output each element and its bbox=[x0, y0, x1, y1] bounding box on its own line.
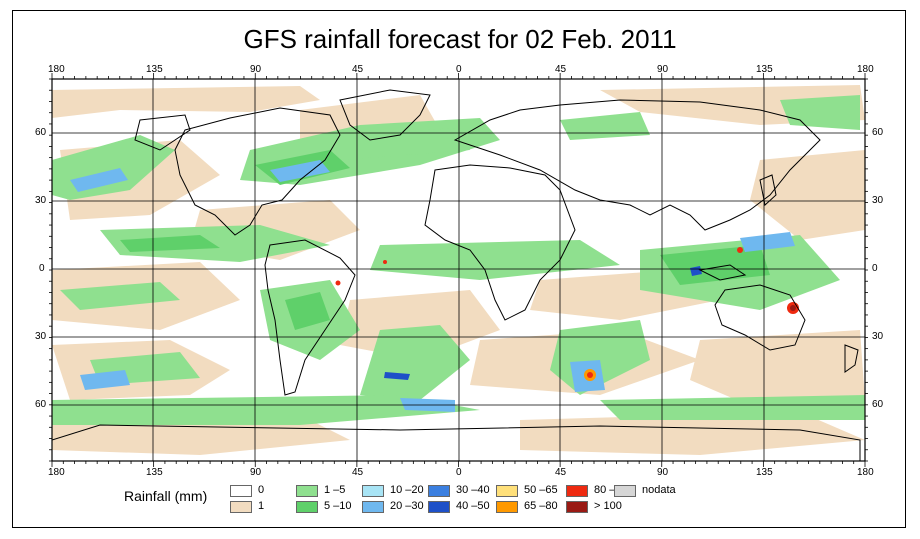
legend-label: 30 –40 bbox=[456, 484, 490, 496]
lon-label-top: 135 bbox=[146, 64, 163, 75]
lon-label-top: 90 bbox=[657, 64, 669, 75]
lon-label-bottom: 45 bbox=[352, 467, 364, 478]
legend-swatch bbox=[614, 485, 636, 497]
lon-label-top: 180 bbox=[48, 64, 65, 75]
map-title: GFS rainfall forecast for 02 Feb. 2011 bbox=[243, 24, 677, 54]
figure-frame bbox=[12, 10, 906, 528]
lon-label-bottom: 135 bbox=[146, 467, 163, 478]
coastlines bbox=[52, 89, 861, 461]
lon-label-top: 180 bbox=[857, 64, 874, 75]
heavy-rain-spots bbox=[335, 247, 799, 381]
legend-label: 40 –50 bbox=[456, 500, 490, 512]
rain-40-50mm-areas bbox=[384, 266, 702, 380]
lon-label-top: 135 bbox=[756, 64, 773, 75]
lon-label-bottom: 135 bbox=[756, 467, 773, 478]
lat-label-left: 60 bbox=[35, 127, 47, 138]
legend-label: 1 bbox=[258, 500, 265, 512]
lon-label-bottom: 180 bbox=[857, 467, 874, 478]
lat-label-right: 60 bbox=[872, 399, 884, 410]
lat-label-right: 0 bbox=[872, 263, 878, 274]
map-area bbox=[52, 79, 865, 461]
lat-label-left: 30 bbox=[35, 195, 47, 206]
lon-label-bottom: 90 bbox=[250, 467, 262, 478]
legend-swatch bbox=[566, 501, 588, 513]
legend-label: 5 –10 bbox=[324, 500, 352, 512]
legend-label: > 100 bbox=[594, 500, 622, 512]
graticule bbox=[52, 79, 865, 461]
tick-marks bbox=[49, 73, 868, 467]
lat-label-right: 60 bbox=[872, 127, 884, 138]
lon-label-top: 0 bbox=[456, 64, 462, 75]
legend-label: 0 bbox=[258, 484, 265, 496]
legend-label: 1 –5 bbox=[324, 484, 346, 496]
legend-swatch bbox=[230, 485, 252, 497]
legend-label: 65 –80 bbox=[524, 500, 558, 512]
legend-swatch bbox=[496, 501, 518, 513]
legend-title: Rainfall (mm) bbox=[124, 488, 208, 504]
lon-label-top: 45 bbox=[352, 64, 364, 75]
legend-swatch bbox=[428, 485, 450, 497]
legend-swatch bbox=[362, 501, 384, 513]
legend-swatch bbox=[362, 485, 384, 497]
legend-swatch bbox=[296, 501, 318, 513]
lon-label-top: 45 bbox=[555, 64, 567, 75]
legend-label: nodata bbox=[642, 484, 676, 496]
lon-label-bottom: 0 bbox=[456, 467, 462, 478]
legend-swatch bbox=[496, 485, 518, 497]
legend-swatch bbox=[296, 485, 318, 497]
legend-swatch bbox=[428, 501, 450, 513]
lon-label-bottom: 90 bbox=[657, 467, 669, 478]
lon-label-bottom: 180 bbox=[48, 467, 65, 478]
lat-label-right: 30 bbox=[872, 195, 884, 206]
lat-label-left: 0 bbox=[39, 263, 45, 274]
legend-label: 50 –65 bbox=[524, 484, 558, 496]
lat-label-left: 60 bbox=[35, 399, 47, 410]
lon-label-top: 90 bbox=[250, 64, 262, 75]
lat-label-right: 30 bbox=[872, 331, 884, 342]
lat-label-left: 30 bbox=[35, 331, 47, 342]
legend-swatch bbox=[566, 485, 588, 497]
legend-label: 10 –20 bbox=[390, 484, 424, 496]
legend-label: 20 –30 bbox=[390, 500, 424, 512]
lon-label-bottom: 45 bbox=[555, 467, 567, 478]
legend-swatch bbox=[230, 501, 252, 513]
